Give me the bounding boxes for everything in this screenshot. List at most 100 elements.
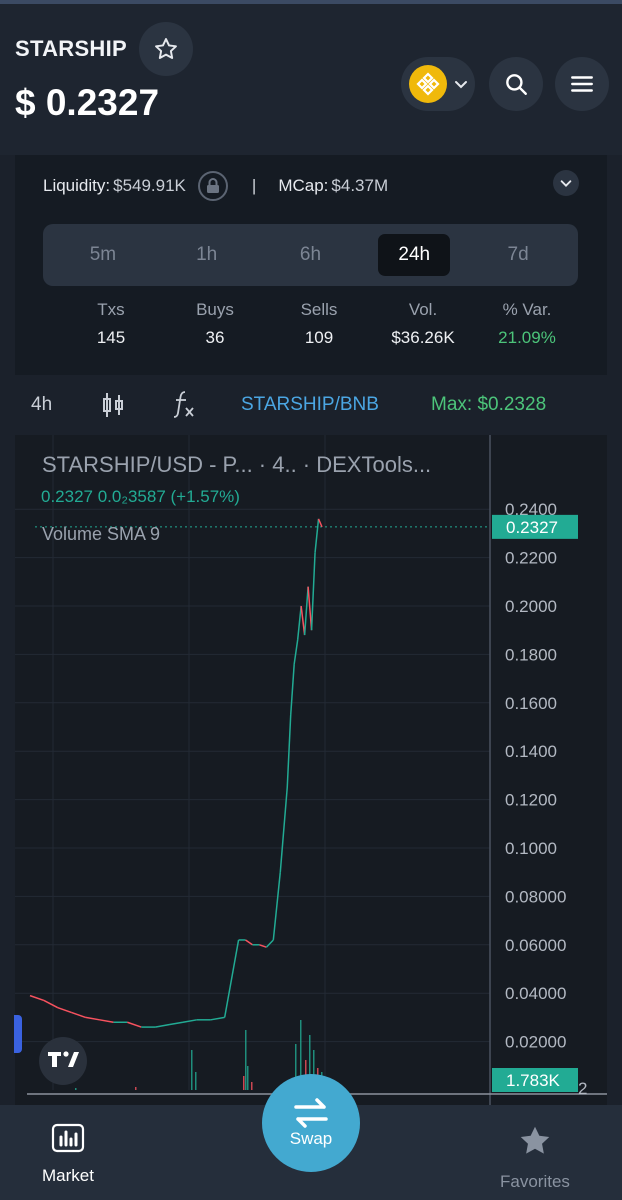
timeframe-selector: 5m 1h 6h 24h 7d — [43, 224, 578, 286]
search-button[interactable] — [489, 57, 543, 111]
price-segment — [272, 872, 282, 941]
timeframe-24h[interactable]: 24h — [378, 234, 451, 276]
y-axis-tick-label: 0.02000 — [505, 1033, 566, 1052]
price-segment — [310, 552, 316, 631]
bar-chart-icon — [51, 1123, 85, 1153]
y-axis-tick-label: 0.2400 — [505, 500, 557, 519]
stat-value: 36 — [205, 328, 225, 347]
stat-sells: Sells 109 — [267, 300, 371, 348]
price-segment — [155, 1023, 170, 1028]
volume-bar — [135, 1087, 137, 1090]
price-segment — [127, 1021, 142, 1028]
search-icon — [506, 74, 527, 95]
current-price-tag — [492, 514, 578, 539]
chart-title: STARSHIP/USD - P... · 4.. · DEXTools... — [42, 452, 432, 477]
price-segment — [245, 939, 253, 946]
nav-favorites[interactable]: Favorites — [500, 1123, 570, 1192]
stat-label: Sells — [300, 300, 338, 319]
stat-value: 109 — [304, 328, 334, 347]
tradingview-icon — [48, 1051, 79, 1067]
price-segment — [182, 1019, 197, 1023]
hamburger-menu-icon — [571, 76, 593, 92]
price-segment — [300, 605, 306, 636]
candlestick-icon[interactable] — [101, 391, 125, 425]
chart-toolbar: 4h STARSHIP/BNB Max: $0.2328 — [15, 375, 607, 435]
stat-label: Buys — [196, 300, 234, 319]
timeframe-1h[interactable]: 1h — [196, 244, 218, 265]
bnb-icon — [409, 65, 447, 103]
stat-value: 21.09% — [498, 328, 556, 347]
volume-bar — [75, 1088, 77, 1090]
volume-bar — [245, 1030, 247, 1090]
menu-button[interactable] — [555, 57, 609, 111]
expand-info-button[interactable] — [553, 170, 579, 196]
price-segment — [293, 639, 299, 665]
chain-selector[interactable] — [401, 57, 475, 111]
y-axis-tick-label: 0.1200 — [505, 791, 557, 810]
price-segment — [168, 1021, 184, 1026]
tradingview-logo — [39, 1037, 87, 1085]
swap-arrows-icon — [294, 1098, 328, 1128]
price-segment — [289, 664, 295, 715]
max-price: Max: $0.2328 — [431, 394, 547, 415]
token-header: STARSHIP $ 0.2327 — [0, 0, 622, 155]
volume-bar — [251, 1082, 253, 1090]
y-axis-tick-label: 0.04000 — [505, 984, 566, 1003]
timeframe-6h[interactable]: 6h — [299, 244, 322, 265]
stat-label: % Var. — [502, 300, 552, 319]
liquidity-label: Liquidity: — [43, 176, 111, 195]
stat-buys: Buys 36 — [163, 300, 267, 348]
star-icon — [520, 1126, 550, 1154]
chevron-down-icon — [560, 180, 572, 187]
volume-bar — [247, 1066, 249, 1090]
timeframe-5m[interactable]: 5m — [89, 244, 117, 265]
indicators-icon[interactable] — [171, 389, 197, 425]
volume-bar — [195, 1072, 197, 1090]
lock-icon[interactable] — [197, 171, 228, 201]
swap-label: Swap — [289, 1129, 333, 1148]
stat-label: Vol. — [408, 300, 438, 319]
volume-tag-label: 1.783K — [506, 1071, 561, 1090]
token-price: $ 0.2327 — [15, 82, 160, 123]
favorite-button[interactable] — [139, 22, 193, 76]
price-chart[interactable]: 0.2400 0.2200 0.2000 0.1800 0.1600 0.1400 0.12… — [15, 435, 607, 1105]
price-segment — [296, 605, 302, 640]
mcap-value: $4.37M — [331, 176, 389, 195]
price-segment — [85, 1016, 100, 1021]
swap-button[interactable]: Swap — [262, 1074, 360, 1172]
y-axis-tick-label: 0.06000 — [505, 936, 566, 955]
stat-txs: Txs 145 — [59, 300, 163, 348]
y-axis-tick-label: 0.2200 — [505, 549, 557, 568]
y-axis-tick-label: 0.1800 — [505, 645, 557, 664]
interval-selector[interactable]: 4h — [31, 394, 53, 415]
price-segment — [314, 518, 320, 553]
volume-bar — [300, 1020, 302, 1090]
liquidity-row: Liquidity: $549.91K | MCap: $4.37M — [43, 171, 388, 201]
price-segment — [259, 944, 267, 948]
stat-variation: % Var. 21.09% — [475, 300, 579, 348]
price-segment — [210, 1016, 225, 1021]
stat-label: Txs — [97, 300, 125, 319]
current-price-tag-label: 0.2327 — [506, 518, 558, 537]
nav-market[interactable]: Market — [42, 1123, 94, 1186]
price-segment — [303, 586, 309, 636]
chevron-down-icon — [455, 81, 467, 89]
liquidity-value: $549.91K — [113, 176, 186, 195]
chart-canvas[interactable]: 0.2400 0.2200 0.2000 0.1800 0.1600 0.1400 0.12… — [15, 435, 607, 1105]
volume-bar — [295, 1044, 297, 1090]
pair-info-panel: Liquidity: $549.91K | MCap: $4.37M 5m 1h… — [15, 155, 607, 375]
stats-row: Txs 145 Buys 36 Sells 109 Vol. $36.26K %… — [59, 300, 579, 348]
axis-fragment-label: 2 — [578, 1079, 587, 1098]
side-drawer-handle[interactable] — [14, 1015, 22, 1053]
price-segment — [223, 939, 240, 1018]
price-segment — [43, 999, 59, 1009]
price-segment — [279, 787, 288, 873]
price-segment — [317, 518, 323, 528]
timeframe-7d[interactable]: 7d — [507, 244, 529, 265]
stat-value: $36.26K — [391, 328, 455, 347]
volume-bar — [309, 1035, 311, 1090]
stat-volume: Vol. $36.26K — [371, 300, 475, 348]
y-axis-tick-label: 0.1000 — [505, 839, 557, 858]
price-segment — [265, 939, 274, 948]
pair-link[interactable]: STARSHIP/BNB — [241, 394, 379, 415]
